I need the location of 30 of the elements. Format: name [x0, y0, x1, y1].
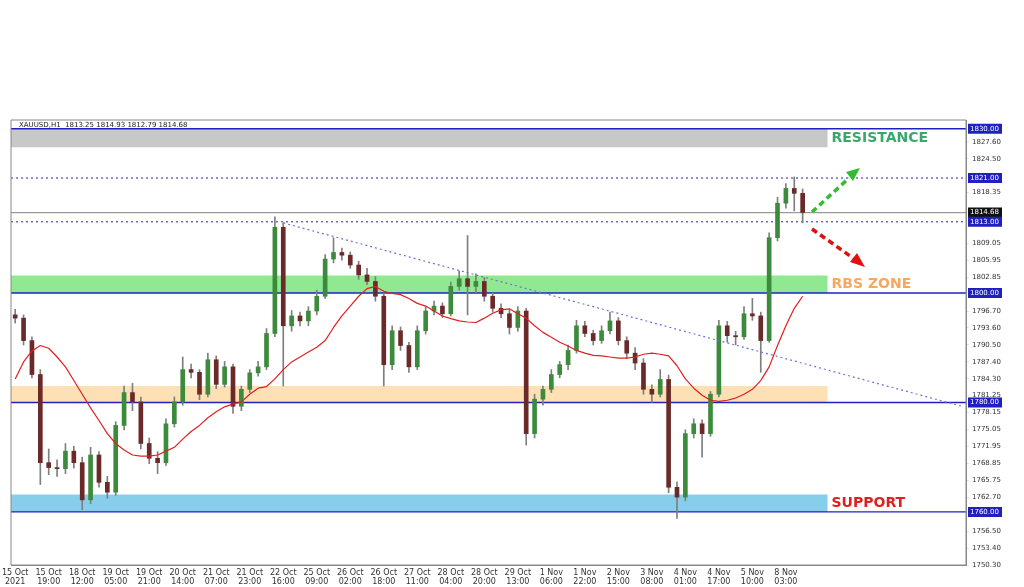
x-tick-label: 5 Nov 10:00 [740, 568, 765, 586]
x-tick-label: 28 Oct 04:00 [437, 568, 465, 586]
x-tick-label: 4 Nov 01:00 [673, 568, 698, 586]
band-label: RBS ZONE [831, 274, 912, 291]
x-tick-label: 15 Oct 19:00 [35, 568, 62, 586]
x-tick-label: 21 Oct 23:00 [236, 568, 264, 586]
x-tick-label: 8 Nov 03:00 [774, 568, 798, 586]
x-tick-label: 27 Oct 11:00 [404, 568, 431, 586]
x-tick-label: 18 Oct 12:00 [68, 568, 96, 586]
x-tick-label: 21 Oct 07:00 [202, 568, 230, 586]
x-tick-label: 20 Oct 14:00 [169, 568, 197, 586]
band-label: RESISTANCE [831, 128, 929, 145]
x-tick-label: 19 Oct 05:00 [102, 568, 129, 586]
x-tick-label: 3 Nov 08:00 [640, 568, 664, 586]
candlestick [46, 448, 52, 476]
x-tick-label: 1 Nov 22:00 [573, 568, 597, 586]
band-label: SUPPORT [831, 493, 906, 510]
x-tick-label: 19 Oct 21:00 [135, 568, 163, 586]
candlestick [54, 459, 60, 477]
x-tick-label: 15 Oct 2021 [1, 568, 29, 586]
x-tick-label: 4 Nov 17:00 [707, 568, 731, 586]
candlestick [791, 176, 797, 212]
x-tick-label: 28 Oct 20:00 [471, 568, 498, 586]
x-tick-label: 25 Oct 09:00 [303, 568, 331, 586]
x-tick-label: 29 Oct 13:00 [504, 568, 532, 586]
x-tick-label: 26 Oct 02:00 [337, 568, 364, 586]
x-tick-label: 1 Nov 06:00 [539, 568, 564, 586]
x-tick-label: 2 Nov 15:00 [606, 568, 631, 586]
x-tick-label: 26 Oct 18:00 [370, 568, 398, 586]
x-tick-label: 22 Oct 16:00 [269, 568, 297, 586]
